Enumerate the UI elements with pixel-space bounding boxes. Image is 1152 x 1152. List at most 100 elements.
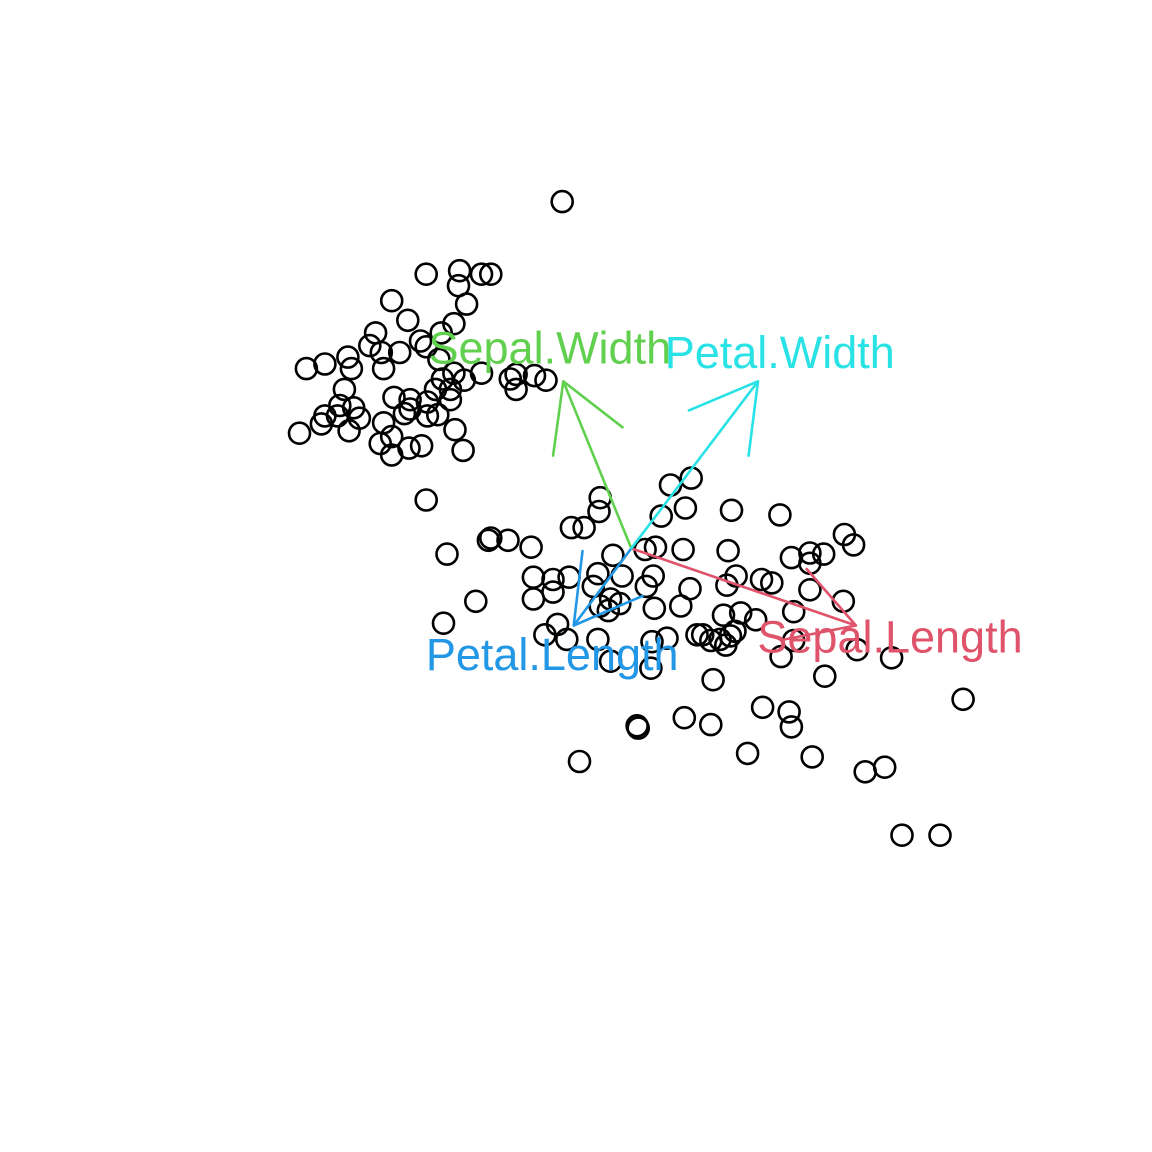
observation-point-43	[397, 436, 421, 460]
observation-point-2	[414, 262, 439, 287]
vector-label-sepal-width: Sepal.Width	[428, 323, 671, 374]
observation-point-143	[779, 715, 804, 739]
observation-point-146	[853, 759, 878, 784]
observation-point-47	[287, 421, 312, 446]
observation-point-17	[414, 334, 439, 359]
observation-point-50	[414, 488, 439, 512]
observation-point-139	[698, 712, 723, 737]
observation-point-4	[469, 262, 494, 287]
observation-point-72	[572, 515, 596, 540]
observation-points	[287, 189, 975, 848]
observation-point-63	[649, 504, 674, 528]
observation-point-103	[521, 587, 546, 611]
observation-point-34	[438, 377, 463, 402]
observation-point-98	[749, 567, 774, 592]
observation-point-6	[478, 262, 503, 287]
observation-point-15	[357, 333, 382, 358]
observation-point-116	[640, 629, 664, 654]
observation-point-82	[671, 537, 695, 562]
observation-point-66	[719, 498, 744, 523]
observation-point-31	[332, 377, 357, 402]
observation-point-123	[708, 627, 732, 652]
observation-point-136	[812, 664, 837, 689]
observation-point-54	[347, 406, 372, 431]
observation-point-78	[435, 542, 459, 566]
observation-point-144	[735, 741, 760, 766]
observation-point-33	[522, 363, 547, 388]
observation-point-23	[294, 356, 319, 381]
observation-point-129	[845, 637, 869, 662]
observation-point-69	[841, 533, 866, 557]
observation-point-142	[626, 716, 651, 740]
observation-point-5	[447, 258, 472, 283]
observation-point-100	[798, 577, 822, 602]
observation-point-10	[429, 321, 454, 345]
observation-point-149	[890, 823, 914, 848]
observation-point-107	[607, 591, 632, 616]
vector-sepal-width	[551, 380, 633, 550]
observation-point-86	[811, 542, 836, 566]
observation-point-138	[672, 705, 697, 730]
observation-point-12	[408, 329, 433, 353]
observation-point-109	[642, 596, 667, 621]
observation-point-67	[768, 503, 792, 527]
observation-point-140	[777, 700, 801, 724]
observation-point-45	[382, 385, 406, 410]
vector-label-sepal-length: Sepal.Length	[757, 612, 1022, 663]
observation-point-133	[598, 649, 623, 674]
observation-point-71	[559, 515, 584, 540]
observation-point-131	[463, 589, 488, 614]
observation-point-134	[639, 656, 663, 681]
observation-point-52	[313, 404, 337, 428]
observation-point-95	[634, 574, 659, 599]
vector-label-petal-length: Petal.Length	[426, 629, 679, 680]
observation-point-137	[750, 695, 775, 720]
observation-point-29	[534, 368, 558, 393]
observation-point-20	[371, 356, 396, 381]
observation-point-120	[586, 627, 610, 652]
observation-point-113	[743, 607, 768, 632]
observation-point-99	[759, 571, 784, 595]
observation-point-9	[454, 292, 479, 316]
observation-point-148	[567, 749, 592, 774]
observation-point-11	[395, 308, 420, 333]
vector-petal-width	[630, 380, 760, 550]
observation-point-44	[409, 433, 434, 458]
vector-petal-length	[572, 547, 644, 627]
observation-point-150	[928, 823, 952, 848]
observation-point-135	[701, 667, 725, 692]
observation-point-74	[478, 526, 503, 550]
observation-point-115	[655, 626, 679, 651]
loading-labels: Sepal.Length Sepal.Width Petal.Length Petal…	[426, 323, 1023, 680]
observation-point-90	[541, 567, 565, 592]
observation-point-41	[451, 438, 475, 463]
observation-point-130	[879, 645, 904, 670]
observation-point-64	[673, 496, 698, 520]
observation-point-126	[685, 622, 709, 647]
observation-point-145	[800, 745, 825, 769]
observation-point-70	[587, 499, 611, 524]
observation-point-60	[443, 417, 467, 442]
observation-point-110	[668, 594, 693, 618]
observation-point-57	[438, 387, 463, 412]
observation-point-111	[711, 603, 736, 628]
observation-point-132	[431, 611, 456, 636]
vector-sepal-length	[630, 547, 858, 642]
observation-point-14	[363, 321, 388, 345]
observation-point-125	[718, 624, 743, 648]
observation-point-7	[379, 288, 404, 313]
observation-point-1	[550, 189, 575, 214]
vector-label-petal-width: Petal.Width	[665, 327, 895, 378]
observation-point-75	[496, 528, 520, 553]
observation-point-151	[951, 687, 975, 712]
observation-point-16	[369, 340, 394, 365]
observation-point-55	[392, 401, 417, 426]
observation-point-102	[781, 599, 806, 624]
observation-point-89	[521, 565, 546, 590]
observation-point-32	[504, 362, 528, 387]
observation-point-58	[379, 424, 404, 449]
observation-point-81	[716, 538, 740, 563]
observation-point-25	[336, 345, 360, 369]
observation-point-76	[476, 528, 501, 553]
